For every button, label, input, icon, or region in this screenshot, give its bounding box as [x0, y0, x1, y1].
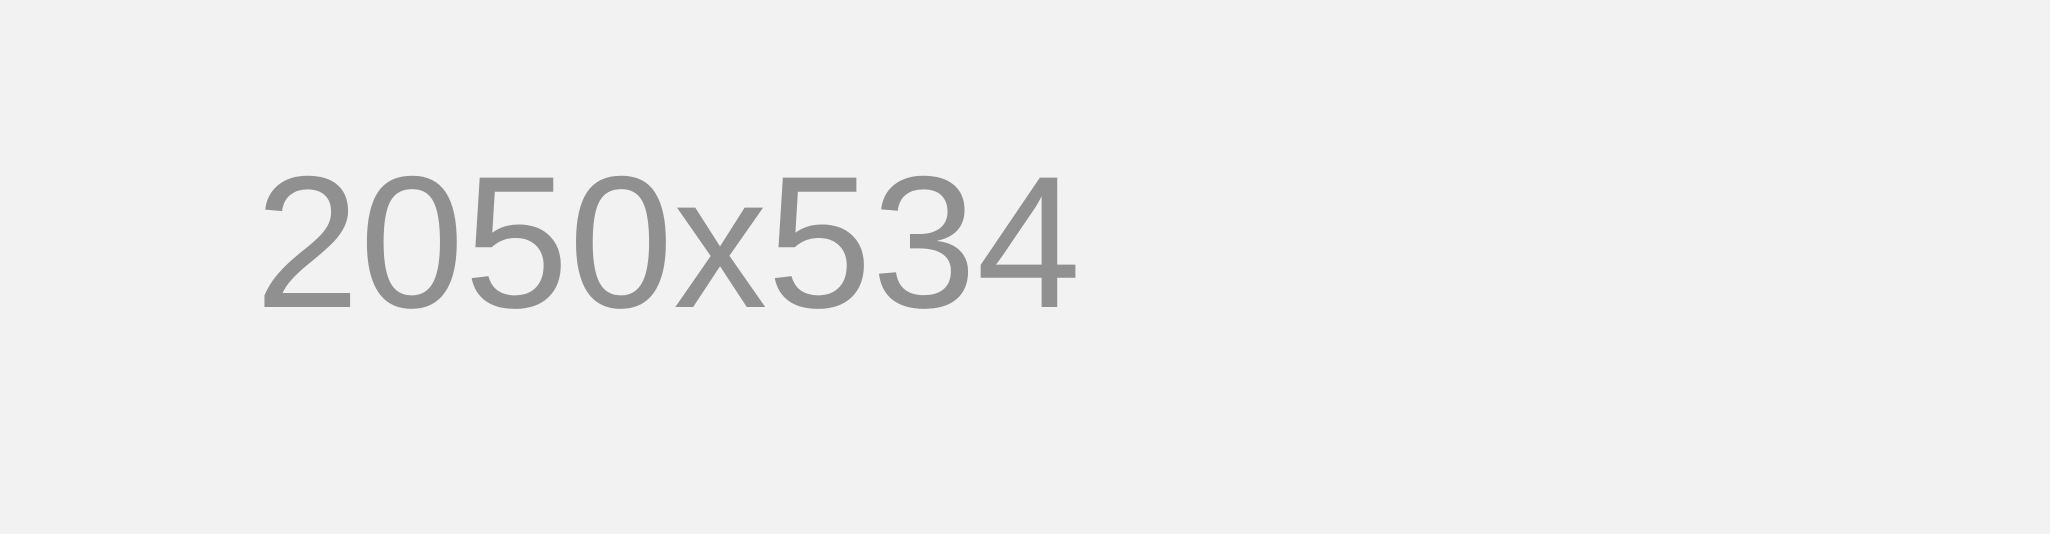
- placeholder-dimensions-label: 2050x534: [255, 137, 1081, 347]
